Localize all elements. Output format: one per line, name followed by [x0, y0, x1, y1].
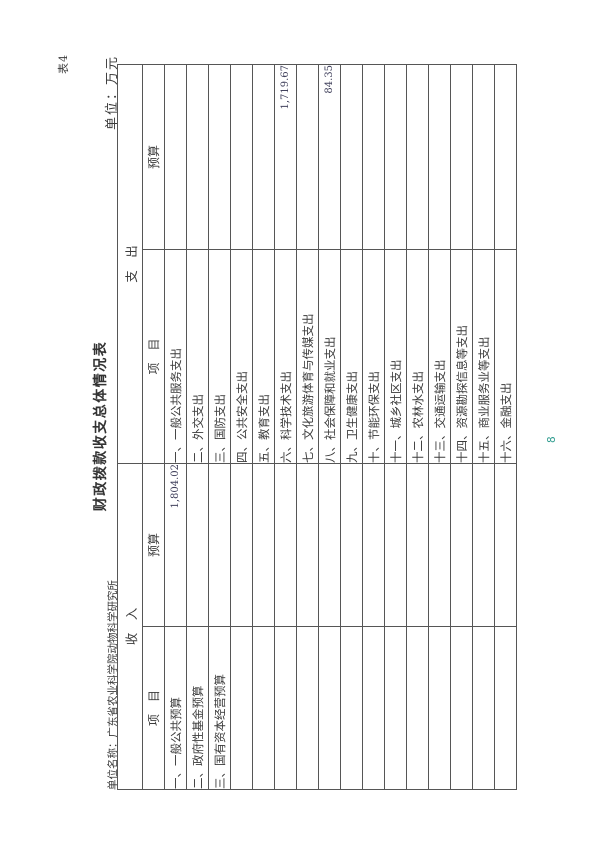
table-row: 一、一般公共预算 1,804.02 一、一般公共服务支出	[164, 64, 187, 790]
table-row: 八、社会保障和就业支出 84.35	[318, 64, 341, 790]
table-row: 十五、商业服务业等支出	[472, 64, 495, 790]
table-cell-expense-item: 十四、资源勘探信息等支出	[450, 249, 473, 464]
table-cell-expense-budget	[340, 64, 363, 250]
budget-table: 收 入 支 出 项 目 预算 项 目 预算 一、一般公共预算 1,804.02 一、…	[117, 63, 517, 790]
table-cell-expense-budget: 84.35	[318, 64, 341, 250]
table-cell-income-item: 三、国有资本经营预算	[208, 626, 231, 790]
table-cell-income-budget	[252, 463, 275, 627]
table-cell-expense-item: 八、社会保障和就业支出	[318, 249, 341, 464]
header-expenditure: 支 出	[117, 64, 143, 464]
table-cell-income-budget	[450, 463, 473, 627]
col-header-income-item: 项 目	[142, 626, 165, 790]
table-cell-expense-budget	[186, 64, 209, 250]
table-row: 十三、交通运输支出	[428, 64, 451, 790]
table-cell-expense-item: 十二、农林水支出	[406, 249, 429, 464]
table-cell-income-item	[296, 626, 319, 790]
table-cell-expense-item: 六、科学技术支出	[274, 249, 297, 464]
table-cell-income-budget	[406, 463, 429, 627]
table-cell-expense-budget	[252, 64, 275, 250]
table-cell-expense-item: 十三、交通运输支出	[428, 249, 451, 464]
table-cell-expense-budget	[450, 64, 473, 250]
table-cell-income-item	[252, 626, 275, 790]
table-cell-expense-budget	[472, 64, 495, 250]
table-cell-expense-item: 七、文化旅游体育与传媒支出	[296, 249, 319, 464]
table-row: 十四、资源勘探信息等支出	[450, 64, 473, 790]
table-cell-expense-item: 十、节能环保支出	[362, 249, 385, 464]
table-row: 五、教育支出	[252, 64, 275, 790]
table-row: 十二、农林水支出	[406, 64, 429, 790]
table-cell-income-item	[494, 626, 517, 790]
table-cell-expense-budget	[384, 64, 407, 250]
table-cell-income-budget	[340, 463, 363, 627]
header-row-columns: 项 目 预算 项 目 预算	[142, 64, 165, 790]
table-cell-income-budget	[274, 463, 297, 627]
header-row-sections: 收 入 支 出	[117, 64, 143, 790]
table-cell-income-budget	[384, 463, 407, 627]
table-cell-expense-budget	[428, 64, 451, 250]
table-cell-income-budget	[230, 463, 253, 627]
table-cell-income-item	[340, 626, 363, 790]
table-cell-income-budget	[296, 463, 319, 627]
col-header-expense-item: 项 目	[142, 249, 165, 464]
table-cell-income-item	[362, 626, 385, 790]
table-cell-income-item: 二、政府性基金预算	[186, 626, 209, 790]
table-cell-expense-item: 五、教育支出	[252, 249, 275, 464]
table-cell-expense-budget	[296, 64, 319, 250]
header-income: 收 入	[117, 463, 143, 790]
table-cell-income-item	[384, 626, 407, 790]
table-cell-income-item	[428, 626, 451, 790]
table-cell-expense-item: 三、国防支出	[208, 249, 231, 464]
table-cell-expense-budget	[494, 64, 517, 250]
table-cell-income-budget	[186, 463, 209, 627]
table-row: 十六、金融支出	[494, 64, 517, 790]
table-cell-expense-budget	[164, 64, 187, 250]
table-cell-income-budget	[208, 463, 231, 627]
table-cell-income-item	[406, 626, 429, 790]
table-cell-expense-item: 九、卫生健康支出	[340, 249, 363, 464]
table-cell-expense-item: 一、一般公共服务支出	[164, 249, 187, 464]
table-cell-expense-item: 十五、商业服务业等支出	[472, 249, 495, 464]
table-cell-expense-item: 十六、金融支出	[494, 249, 517, 464]
table-cell-income-budget	[318, 463, 341, 627]
table-row: 三、国有资本经营预算 三、国防支出	[208, 64, 231, 790]
table-row: 九、卫生健康支出	[340, 64, 363, 790]
table-cell-income-budget: 1,804.02	[164, 463, 187, 627]
page-number: 8	[546, 436, 558, 443]
table-cell-income-item	[318, 626, 341, 790]
table-cell-expense-item: 二、外交支出	[186, 249, 209, 464]
table-cell-expense-budget	[208, 64, 231, 250]
table-cell-expense-budget	[406, 64, 429, 250]
table-row: 七、文化旅游体育与传媒支出	[296, 64, 319, 790]
table-cell-expense-budget	[230, 64, 253, 250]
table-cell-income-item	[230, 626, 253, 790]
table-cell-income-item	[450, 626, 473, 790]
table-row: 十、节能环保支出	[362, 64, 385, 790]
table-cell-income-budget	[494, 463, 517, 627]
table-body: 一、一般公共预算 1,804.02 一、一般公共服务支出 二、政府性基金预算 二、外交支…	[164, 64, 517, 790]
table-row: 十一、城乡社区支出	[384, 64, 407, 790]
table-cell-expense-budget: 1,719.67	[274, 64, 297, 250]
table-tag: 表4	[57, 54, 70, 74]
table-cell-income-budget	[362, 463, 385, 627]
table-cell-income-item: 一、一般公共预算	[164, 626, 187, 790]
table-cell-expense-budget	[362, 64, 385, 250]
table-cell-income-budget	[472, 463, 495, 627]
col-header-expense-budget: 预算	[142, 64, 165, 250]
table-cell-expense-item: 四、公共安全支出	[230, 249, 253, 464]
table-row: 四、公共安全支出	[230, 64, 253, 790]
table-cell-expense-item: 十一、城乡社区支出	[384, 249, 407, 464]
table-cell-income-item	[472, 626, 495, 790]
table-cell-income-budget	[428, 463, 451, 627]
table-cell-income-item	[274, 626, 297, 790]
col-header-income-budget: 预算	[142, 463, 165, 627]
table-row: 二、政府性基金预算 二、外交支出	[186, 64, 209, 790]
table-row: 六、科学技术支出 1,719.67	[274, 64, 297, 790]
